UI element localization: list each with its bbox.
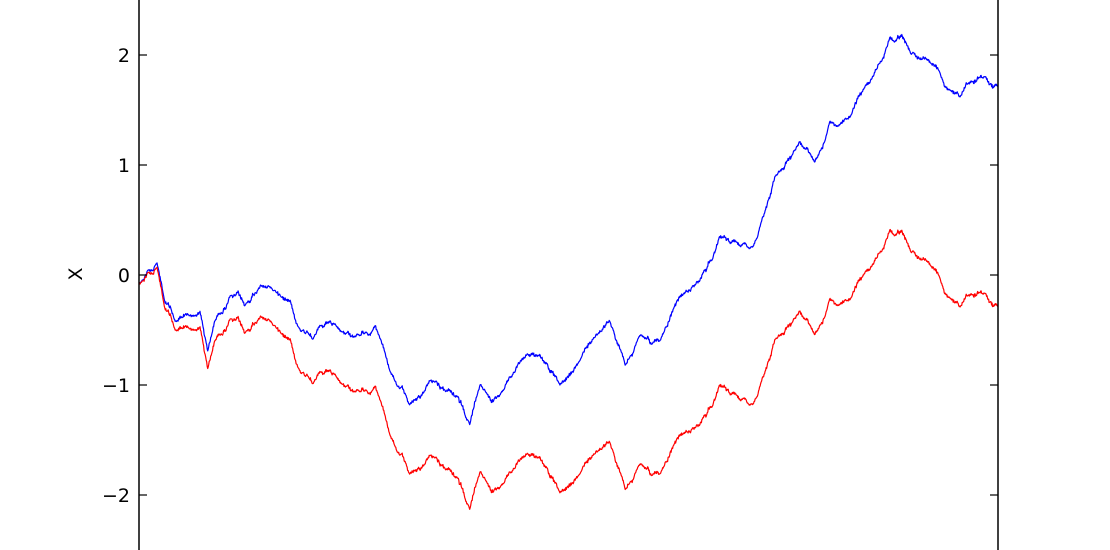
y-tick-label: 2 — [118, 45, 130, 67]
series-line-blue — [138, 33, 999, 426]
tick-layer: 2 1 0 −1 −2 — [102, 45, 998, 507]
series-line-red — [138, 228, 999, 510]
y-tick-label: 1 — [118, 155, 130, 177]
y-axis-label: X — [65, 267, 87, 280]
y-tick-label: −1 — [102, 375, 130, 397]
y-tick-label: −2 — [102, 485, 130, 507]
series-layer — [138, 33, 999, 510]
y-tick-label: 0 — [118, 265, 130, 287]
